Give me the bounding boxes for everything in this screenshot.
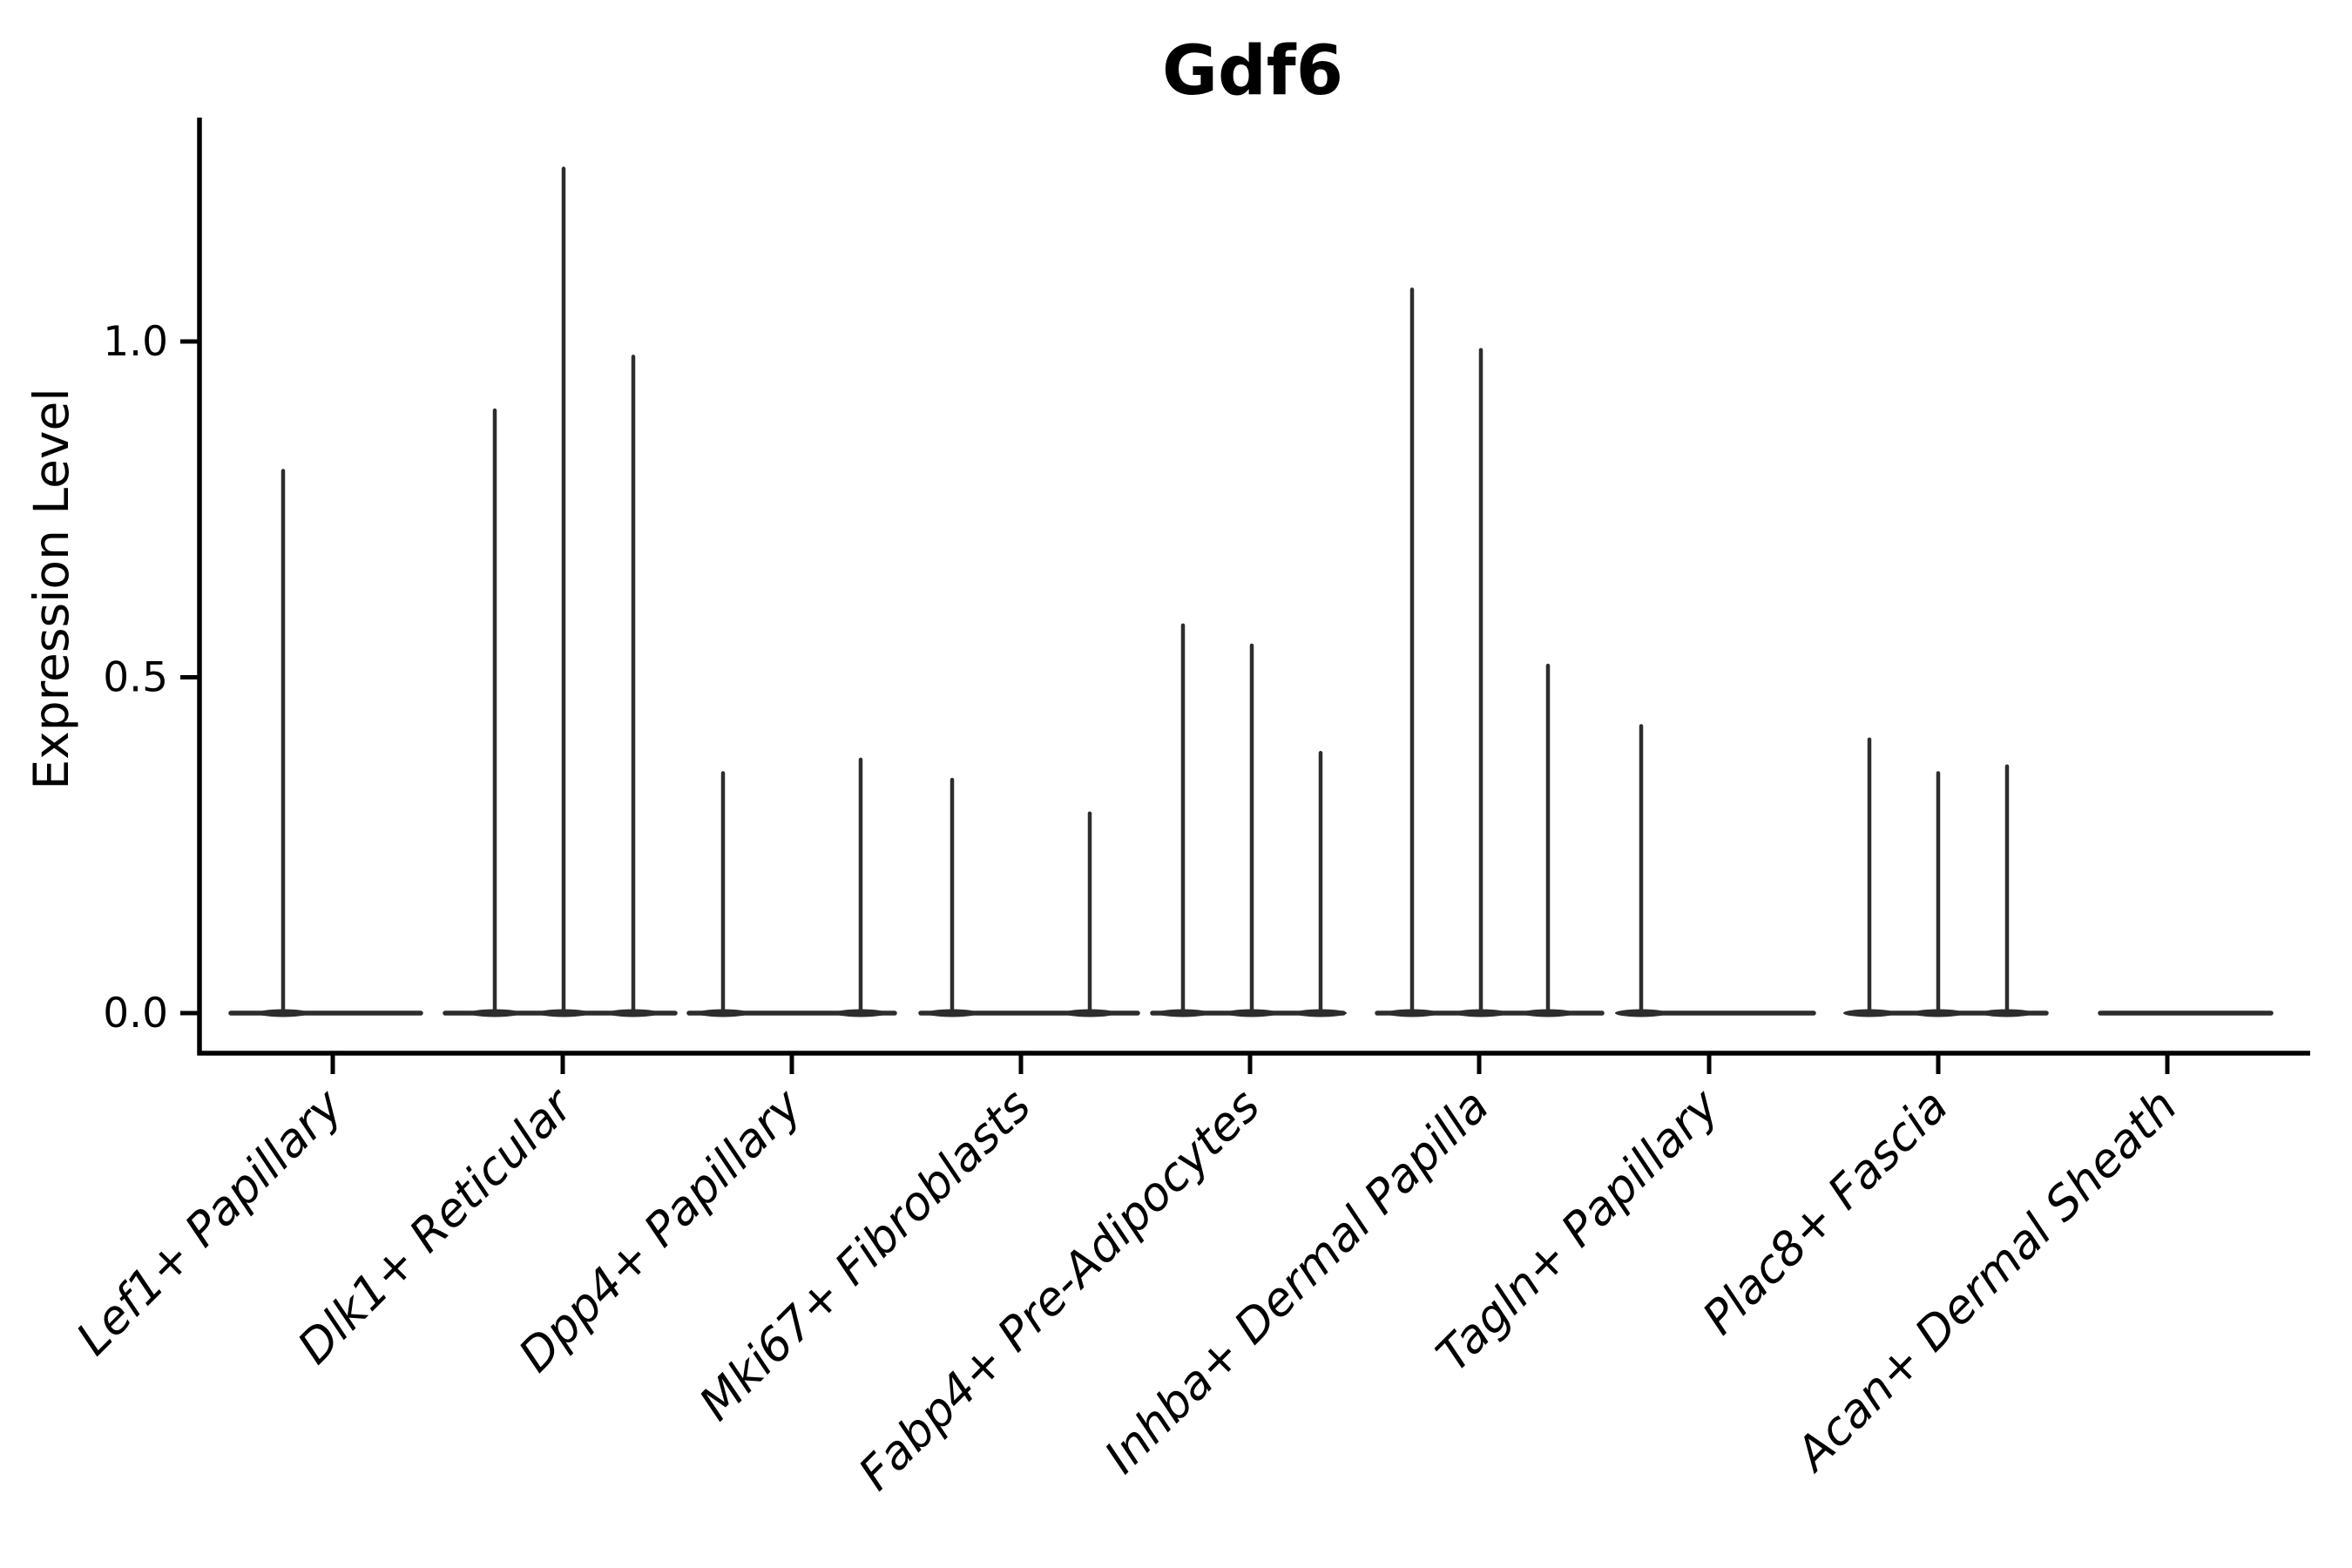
x-tick-label: Acan+ Dermal Sheath	[1785, 1079, 2188, 1483]
violin-category	[1615, 724, 1816, 1017]
violin-category	[443, 166, 678, 1017]
violin-category	[1843, 737, 2049, 1017]
violin-category	[1375, 287, 1605, 1017]
violins-layer	[228, 166, 2274, 1017]
x-tick-label: Plac8+ Fascia	[1693, 1079, 1958, 1345]
violin-category	[918, 777, 1140, 1017]
x-tick-label: Inhba+ Dermal Papilla	[1095, 1079, 1499, 1484]
violin-category	[1150, 623, 1347, 1017]
y-tick-label: 0.0	[103, 990, 168, 1037]
y-tick-label: 0.5	[103, 654, 168, 702]
y-axis: 1.0 0.5 0.0	[103, 318, 199, 1037]
x-tick-label: Fabp4+ Pre-Adipocytes	[849, 1079, 1271, 1501]
y-tick-label: 1.0	[103, 318, 168, 366]
violin-category	[228, 469, 423, 1017]
y-axis-label: Expression Level	[24, 388, 79, 789]
violin-category	[686, 757, 897, 1017]
chart-title: Gdf6	[1162, 32, 1343, 111]
